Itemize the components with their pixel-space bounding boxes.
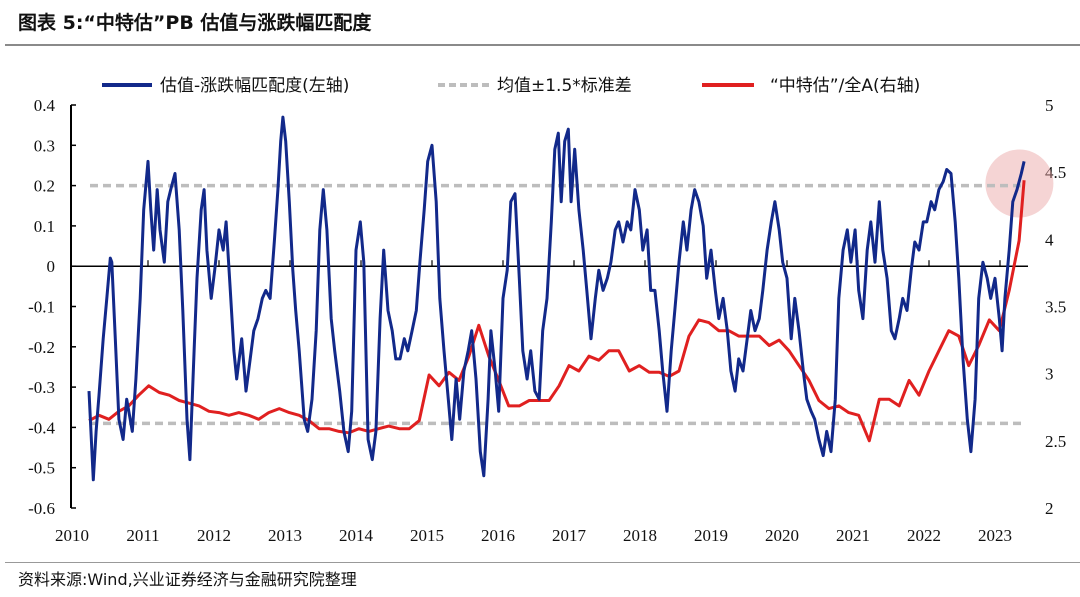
x-axis-tick-label: 2023: [978, 526, 1012, 545]
right-axis-tick-label: 5: [1045, 96, 1054, 115]
right-axis-tick-label: 3.5: [1045, 298, 1066, 317]
x-axis-tick-label: 2013: [268, 526, 302, 545]
blue-series-line: [87, 115, 1026, 482]
figure-title: 图表 5:“中特估”PB 估值与涨跌幅匹配度: [18, 12, 372, 34]
x-axis-tick-label: 2014: [339, 526, 374, 545]
right-axis-tick-label: 3: [1045, 365, 1054, 384]
legend: 估值-涨跌幅匹配度(左轴) 均值±1.5*标准差 “中特估”/全A(右轴): [102, 76, 920, 96]
x-axis-tick-label: 2011: [126, 526, 159, 545]
x-axis-tick-label: 2022: [907, 526, 941, 545]
left-axis-tick-label: -0.1: [28, 298, 55, 317]
x-axis-tick-label: 2015: [410, 526, 444, 545]
left-axis-tick-label: -0.6: [28, 499, 55, 518]
legend-label-left-series: 估值-涨跌幅匹配度(左轴): [160, 76, 349, 96]
legend-label-right-series: “中特估”/全A(右轴): [770, 76, 920, 96]
footer-divider: [5, 562, 1080, 563]
left-axis-tick-label: -0.4: [28, 418, 55, 437]
left-axis-tick-label: 0.4: [34, 96, 56, 115]
right-axis-tick-label: 4: [1045, 230, 1054, 249]
x-axis-tick-label: 2020: [765, 526, 799, 545]
x-axis-tick-label: 2021: [836, 526, 870, 545]
left-axis-tick-label: -0.3: [28, 378, 55, 397]
source-note: 资料来源:Wind,兴业证券经济与金融研究院整理: [18, 570, 357, 589]
x-axis-tick-label: 2017: [552, 526, 587, 545]
left-axis-tick-label: 0: [47, 257, 56, 276]
left-axis-tick-label: -0.5: [28, 459, 55, 478]
left-axis-tick-label: -0.2: [28, 338, 55, 357]
red-series-line: [88, 180, 1026, 443]
x-axis-tick-label: 2019: [694, 526, 728, 545]
title-divider: [5, 44, 1080, 46]
right-axis-tick-label: 2: [1045, 499, 1054, 518]
right-axis-tick-label: 4.5: [1045, 163, 1066, 182]
x-axis-tick-label: 2016: [481, 526, 515, 545]
x-axis-tick-label: 2012: [197, 526, 231, 545]
x-axis-tick-label: 2018: [623, 526, 657, 545]
left-axis-tick-label: 0.1: [34, 217, 55, 236]
left-axis-tick-label: 0.2: [34, 177, 55, 196]
right-axis-tick-label: 2.5: [1045, 432, 1066, 451]
left-axis-tick-label: 0.3: [34, 136, 55, 155]
legend-label-band: 均值±1.5*标准差: [497, 76, 632, 96]
x-axis-tick-label: 2010: [55, 526, 89, 545]
